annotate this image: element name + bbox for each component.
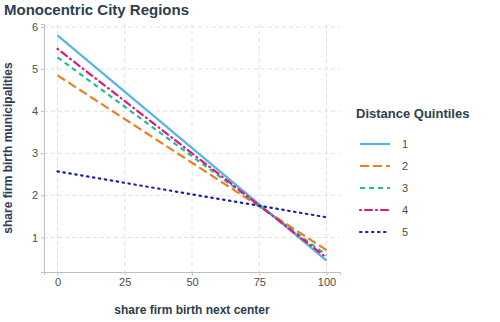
tick-mark [57, 272, 58, 275]
tick-label: 5 [32, 63, 38, 75]
grid-line-x [124, 24, 125, 272]
tick-mark [41, 237, 44, 238]
tick: 0 [55, 272, 61, 288]
title: Monocentric City Regions [4, 1, 189, 18]
tick: 1 [32, 231, 44, 243]
chart: 0255075100123456Monocentric City Regions… [0, 0, 500, 322]
tick-mark [41, 69, 44, 70]
y-axis: 1 2 3 4 5 6 [32, 21, 45, 273]
lines [57, 35, 326, 260]
tick: 3 [32, 147, 44, 159]
legend-label: 1 [402, 138, 408, 150]
tick: 25 [119, 272, 131, 288]
tick-label: 50 [186, 276, 198, 288]
grid-line-y [44, 69, 340, 70]
tick-label: 6 [32, 21, 38, 33]
tick-label: 25 [119, 276, 131, 288]
tick-label: 100 [318, 276, 336, 288]
tick: 100 [318, 272, 336, 288]
x-axis-title: share firm birth next center [114, 303, 270, 317]
legend-key [360, 209, 390, 211]
tick-mark [327, 272, 328, 275]
tick-mark [125, 272, 126, 275]
tick-mark [192, 272, 193, 275]
legend-label: 2 [402, 160, 408, 172]
tick-label: 4 [32, 105, 38, 117]
series-line [57, 49, 326, 258]
legend-key [360, 143, 390, 145]
tick: 2 [32, 189, 44, 201]
tick: 5 [32, 63, 44, 75]
grid-line-x [326, 24, 327, 272]
legend-label: 5 [402, 226, 408, 238]
tick-mark [259, 272, 260, 275]
axis-line [41, 25, 45, 273]
grid-line-y [44, 195, 340, 196]
grid-line-y [44, 26, 340, 27]
tick: 50 [186, 272, 198, 288]
legend-label: 3 [402, 182, 408, 194]
legend-title: Distance Quintiles [356, 106, 469, 121]
tick-label: 0 [55, 276, 61, 288]
axis-line [45, 273, 341, 276]
tick-mark [41, 111, 44, 112]
series-line [57, 35, 326, 260]
tick-label: 75 [254, 276, 266, 288]
series-line [57, 171, 326, 217]
tick: 4 [32, 105, 44, 117]
legend: Distance Quintiles 1 2 3 4 5 [356, 106, 469, 238]
grid-line-x [57, 24, 58, 272]
y-axis-title: share firm birth municipalities [1, 62, 15, 234]
tick: 75 [254, 272, 266, 288]
tick-mark [41, 153, 44, 154]
grid-line-y [44, 237, 340, 238]
grid [44, 24, 340, 272]
tick-label: 2 [32, 189, 38, 201]
tick-label: 1 [32, 231, 38, 243]
grid-line-y [44, 111, 340, 112]
tick-label: 3 [32, 147, 38, 159]
legend-key [360, 165, 390, 167]
series-line [57, 75, 326, 250]
tick-mark [41, 27, 44, 28]
legend-label: 4 [402, 204, 408, 216]
x-axis: 0 25 50 75 100 [45, 272, 341, 288]
tick: 6 [32, 21, 44, 33]
legend-key [360, 231, 390, 233]
legend-key [360, 187, 390, 189]
tick-mark [41, 195, 44, 196]
grid-line-x [259, 24, 260, 272]
